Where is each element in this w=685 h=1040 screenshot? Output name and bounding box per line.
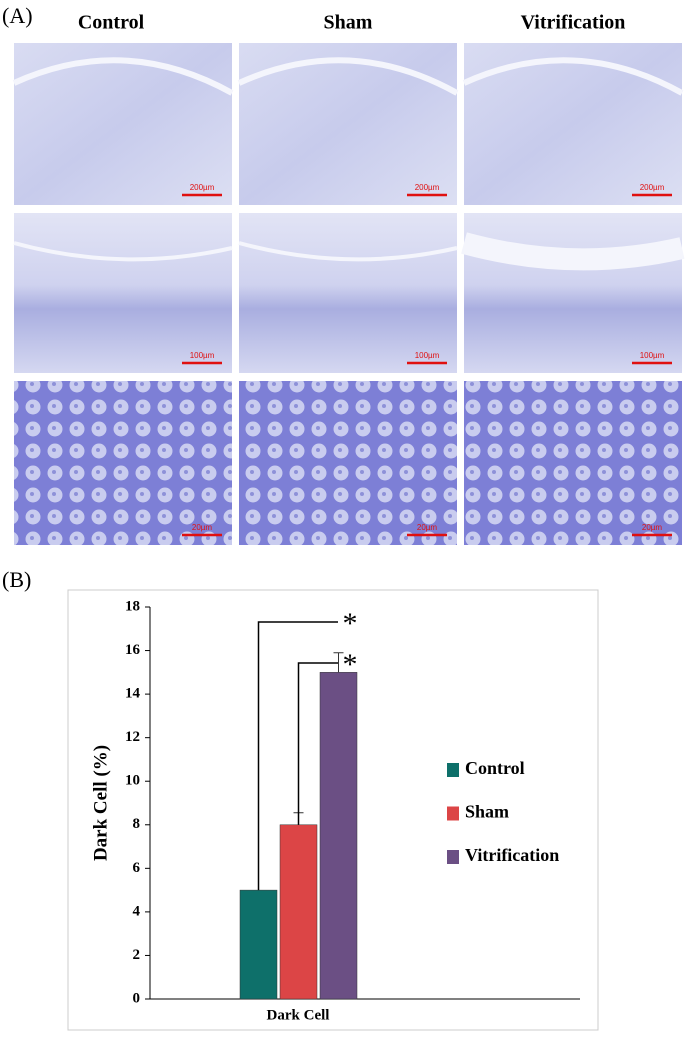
legend-swatch [447, 850, 459, 864]
significance-star: * [343, 607, 358, 640]
tissue-fold [238, 241, 458, 262]
micrograph [464, 381, 682, 545]
micrograph-grid: Control 200µm 100µm 20µm Sham 200µm 100µm 20µm V… [12, 12, 685, 545]
y-tick-label: 6 [133, 860, 141, 876]
bar [239, 889, 278, 1000]
scale-bar-label: 20µm [642, 523, 663, 532]
tissue-fold [12, 57, 234, 96]
scale-bar-label: 100µm [190, 351, 215, 360]
y-axis-title: Dark Cell (%) [90, 745, 111, 861]
column-header: Sham [324, 12, 373, 34]
legend-label: Control [465, 758, 525, 778]
legend-swatch [447, 763, 459, 777]
legend-label: Vitrification [465, 845, 559, 865]
significance-bracket [257, 621, 338, 891]
micrograph [464, 43, 682, 205]
tissue-fold [13, 241, 233, 262]
scale-bar-label: 200µm [190, 183, 215, 192]
column-header: Control [78, 12, 145, 34]
panel-label: (A) [2, 3, 33, 28]
legend-label: Sham [465, 802, 509, 822]
bar [279, 824, 318, 1000]
micrograph [14, 43, 232, 205]
bar [319, 672, 358, 1000]
y-tick-label: 10 [125, 773, 140, 789]
y-tick-label: 8 [133, 816, 141, 832]
y-tick-label: 4 [133, 903, 141, 919]
legend-swatch [447, 806, 459, 821]
bar-chart: 0 2 4 6 8 10 12 14 16 18 Dark Cell (%) Dark Cell Con… [90, 598, 580, 1023]
scale-bar-label: 100µm [415, 351, 440, 360]
scale-bar-label: 100µm [640, 351, 665, 360]
significance-bracket [297, 662, 338, 825]
scale-bar-label: 20µm [192, 523, 213, 532]
micrograph [239, 381, 457, 545]
scale-bar-label: 200µm [640, 183, 665, 192]
x-tick-label: Dark Cell [267, 1007, 330, 1023]
tissue-fold [237, 57, 459, 96]
significance-star: * [343, 648, 358, 681]
micrograph [14, 381, 232, 545]
tissue-fold [461, 232, 685, 271]
micrograph [239, 43, 457, 205]
y-tick-label: 12 [125, 729, 140, 745]
y-tick-label: 0 [133, 990, 141, 1006]
y-tick-label: 14 [125, 686, 141, 702]
micrograph [239, 213, 457, 373]
tissue-fold [462, 57, 684, 96]
column-header: Vitrification [521, 12, 626, 34]
error-bar [333, 652, 344, 673]
micrograph [14, 213, 232, 373]
micrograph [464, 213, 682, 373]
y-tick-label: 18 [125, 598, 140, 614]
scale-bar-label: 20µm [417, 523, 438, 532]
y-tick-label: 2 [133, 947, 141, 963]
y-tick-label: 16 [125, 642, 141, 658]
scale-bar-label: 200µm [415, 183, 440, 192]
panel-label: (B) [2, 567, 31, 592]
